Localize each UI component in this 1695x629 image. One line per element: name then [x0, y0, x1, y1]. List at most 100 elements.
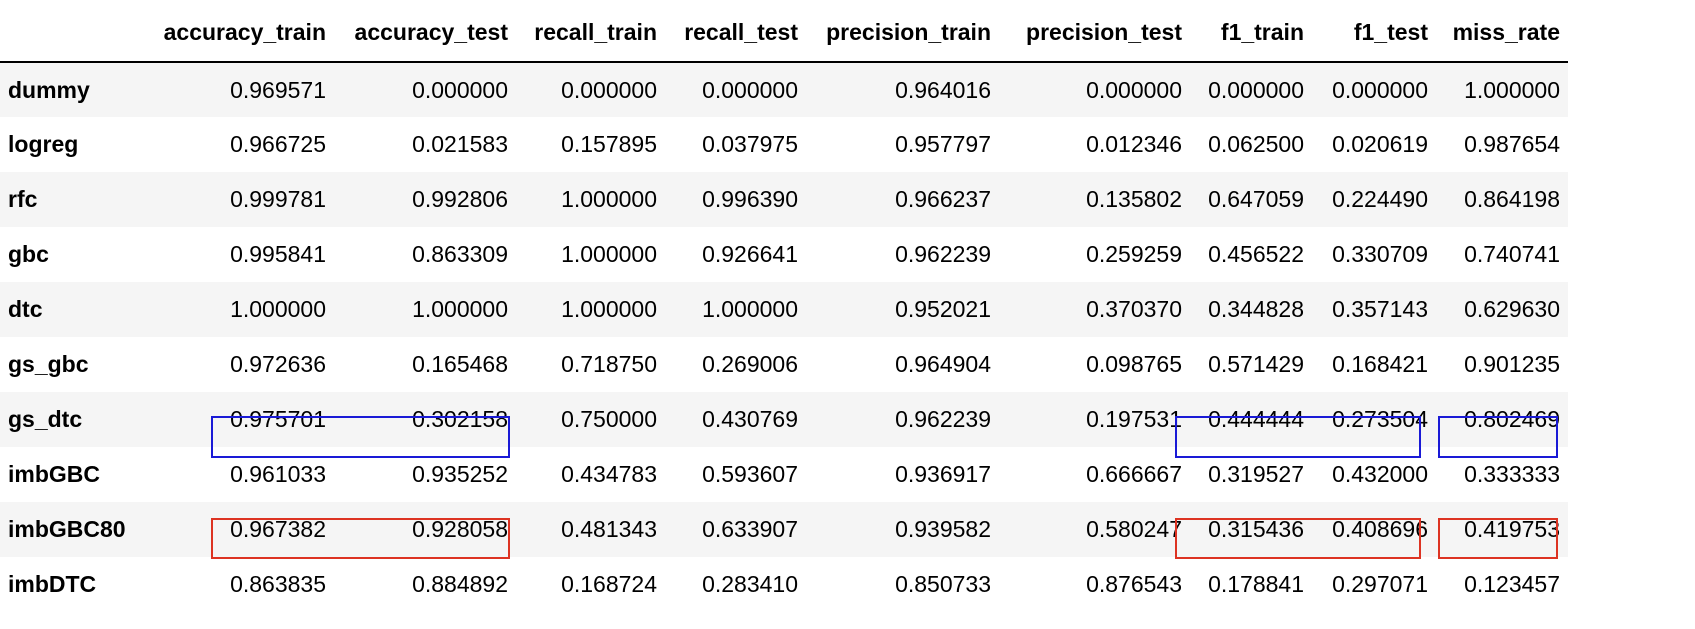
column-header: precision_train	[806, 0, 999, 63]
row-label: rfc	[8, 186, 38, 212]
table-cell: 0.168724	[561, 571, 657, 597]
table-cell: 0.000000	[412, 76, 508, 103]
row-label: imbGBC80	[8, 516, 126, 542]
table-cell: 0.928058	[412, 516, 508, 542]
column-header: accuracy_train	[143, 0, 334, 63]
row-label: gs_dtc	[8, 406, 83, 432]
table-cell: 0.863309	[412, 241, 508, 267]
column-header: miss_rate	[1436, 0, 1568, 63]
table-cell: 0.434783	[561, 461, 657, 487]
row-label: imbGBC	[8, 461, 100, 487]
index-header	[0, 0, 143, 63]
table-cell: 0.283410	[702, 571, 798, 597]
table-cell: 0.962239	[895, 241, 991, 267]
table-cell: 0.319527	[1208, 461, 1304, 487]
row-label: logreg	[8, 131, 79, 157]
table-cell: 0.273504	[1332, 406, 1428, 432]
table-cell: 0.802469	[1464, 406, 1560, 432]
table-row: gs_dtc 0.975701 0.302158 0.750000 0.430769 0.…	[0, 392, 1568, 447]
table-cell: 1.000000	[702, 296, 798, 322]
table-cell: 0.098765	[1086, 351, 1182, 377]
table-cell: 0.952021	[895, 296, 991, 322]
table-cell: 0.269006	[702, 351, 798, 377]
table-row: logreg 0.966725 0.021583 0.157895 0.037975 0.…	[0, 117, 1568, 172]
table-cell: 0.000000	[1208, 76, 1304, 103]
table-cell: 0.964904	[895, 351, 991, 377]
table-cell: 0.197531	[1086, 406, 1182, 432]
table-cell: 0.863835	[230, 571, 326, 597]
table-cell: 0.964016	[895, 76, 991, 103]
table-cell: 0.165468	[412, 351, 508, 377]
table-cell: 0.996390	[702, 186, 798, 212]
table-cell: 0.444444	[1208, 406, 1304, 432]
table-cell: 0.408696	[1332, 516, 1428, 542]
table-cell: 0.593607	[702, 461, 798, 487]
table-cell: 0.876543	[1086, 571, 1182, 597]
table-cell: 1.000000	[1464, 76, 1560, 103]
table-row: gbc 0.995841 0.863309 1.000000 0.926641 0.962…	[0, 227, 1568, 282]
table-cell: 0.939582	[895, 516, 991, 542]
table-cell: 0.297071	[1332, 571, 1428, 597]
table-cell: 0.961033	[230, 461, 326, 487]
table-cell: 1.000000	[230, 296, 326, 322]
table-cell: 0.481343	[561, 516, 657, 542]
row-label: gs_gbc	[8, 351, 89, 377]
table-cell: 0.168421	[1332, 351, 1428, 377]
table-cell: 0.972636	[230, 351, 326, 377]
table-cell: 0.357143	[1332, 296, 1428, 322]
row-label: dummy	[8, 76, 90, 103]
table-cell: 0.123457	[1464, 571, 1560, 597]
table-cell: 0.629630	[1464, 296, 1560, 322]
table-cell: 0.000000	[1332, 76, 1428, 103]
table-cell: 0.021583	[412, 131, 508, 157]
table-row: rfc 0.999781 0.992806 1.000000 0.996390 0.966…	[0, 172, 1568, 227]
column-header: precision_test	[999, 0, 1190, 63]
table-cell: 0.302158	[412, 406, 508, 432]
table-row: gs_gbc 0.972636 0.165468 0.718750 0.269006 0.…	[0, 337, 1568, 392]
table-row: dummy 0.969571 0.000000 0.000000 0.000000 0.9…	[0, 62, 1568, 117]
table-row: imbGBC80 0.967382 0.928058 0.481343 0.633907…	[0, 502, 1568, 557]
table-cell: 0.344828	[1208, 296, 1304, 322]
table-cell: 0.037975	[702, 131, 798, 157]
table-row: imbGBC 0.961033 0.935252 0.434783 0.593607 0.…	[0, 447, 1568, 502]
column-header: recall_train	[516, 0, 665, 63]
table-cell: 0.992806	[412, 186, 508, 212]
header-row: accuracy_train accuracy_test recall_trai…	[0, 0, 1568, 63]
table-cell: 0.419753	[1464, 516, 1560, 542]
table-cell: 1.000000	[561, 241, 657, 267]
column-header: f1_train	[1190, 0, 1312, 63]
row-label: dtc	[8, 296, 43, 322]
table-cell: 1.000000	[561, 186, 657, 212]
table-cell: 0.315436	[1208, 516, 1304, 542]
table-cell: 0.926641	[702, 241, 798, 267]
table-cell: 0.966237	[895, 186, 991, 212]
results-dataframe: accuracy_train accuracy_test recall_trai…	[0, 0, 1568, 597]
table-cell: 0.062500	[1208, 131, 1304, 157]
table-cell: 0.224490	[1332, 186, 1428, 212]
table-cell: 0.370370	[1086, 296, 1182, 322]
column-header: accuracy_test	[334, 0, 516, 63]
table-cell: 0.966725	[230, 131, 326, 157]
table-cell: 0.850733	[895, 571, 991, 597]
table-cell: 0.571429	[1208, 351, 1304, 377]
table-cell: 0.178841	[1208, 571, 1304, 597]
table-cell: 0.020619	[1332, 131, 1428, 157]
table-cell: 0.580247	[1086, 516, 1182, 542]
table-cell: 0.333333	[1464, 461, 1560, 487]
table-cell: 0.969571	[230, 76, 326, 103]
table-cell: 0.647059	[1208, 186, 1304, 212]
table-cell: 0.000000	[561, 76, 657, 103]
table-cell: 0.666667	[1086, 461, 1182, 487]
table-row: dtc 1.000000 1.000000 1.000000 1.000000 0.952…	[0, 282, 1568, 337]
table-cell: 0.999781	[230, 186, 326, 212]
table-cell: 0.987654	[1464, 131, 1560, 157]
table-cell: 0.901235	[1464, 351, 1560, 377]
table-cell: 0.330709	[1332, 241, 1428, 267]
column-header: f1_test	[1312, 0, 1436, 63]
table-cell: 0.456522	[1208, 241, 1304, 267]
table-cell: 0.633907	[702, 516, 798, 542]
table-cell: 0.012346	[1086, 131, 1182, 157]
row-label: gbc	[8, 241, 49, 267]
row-label: imbDTC	[8, 571, 97, 597]
table-cell: 1.000000	[561, 296, 657, 322]
